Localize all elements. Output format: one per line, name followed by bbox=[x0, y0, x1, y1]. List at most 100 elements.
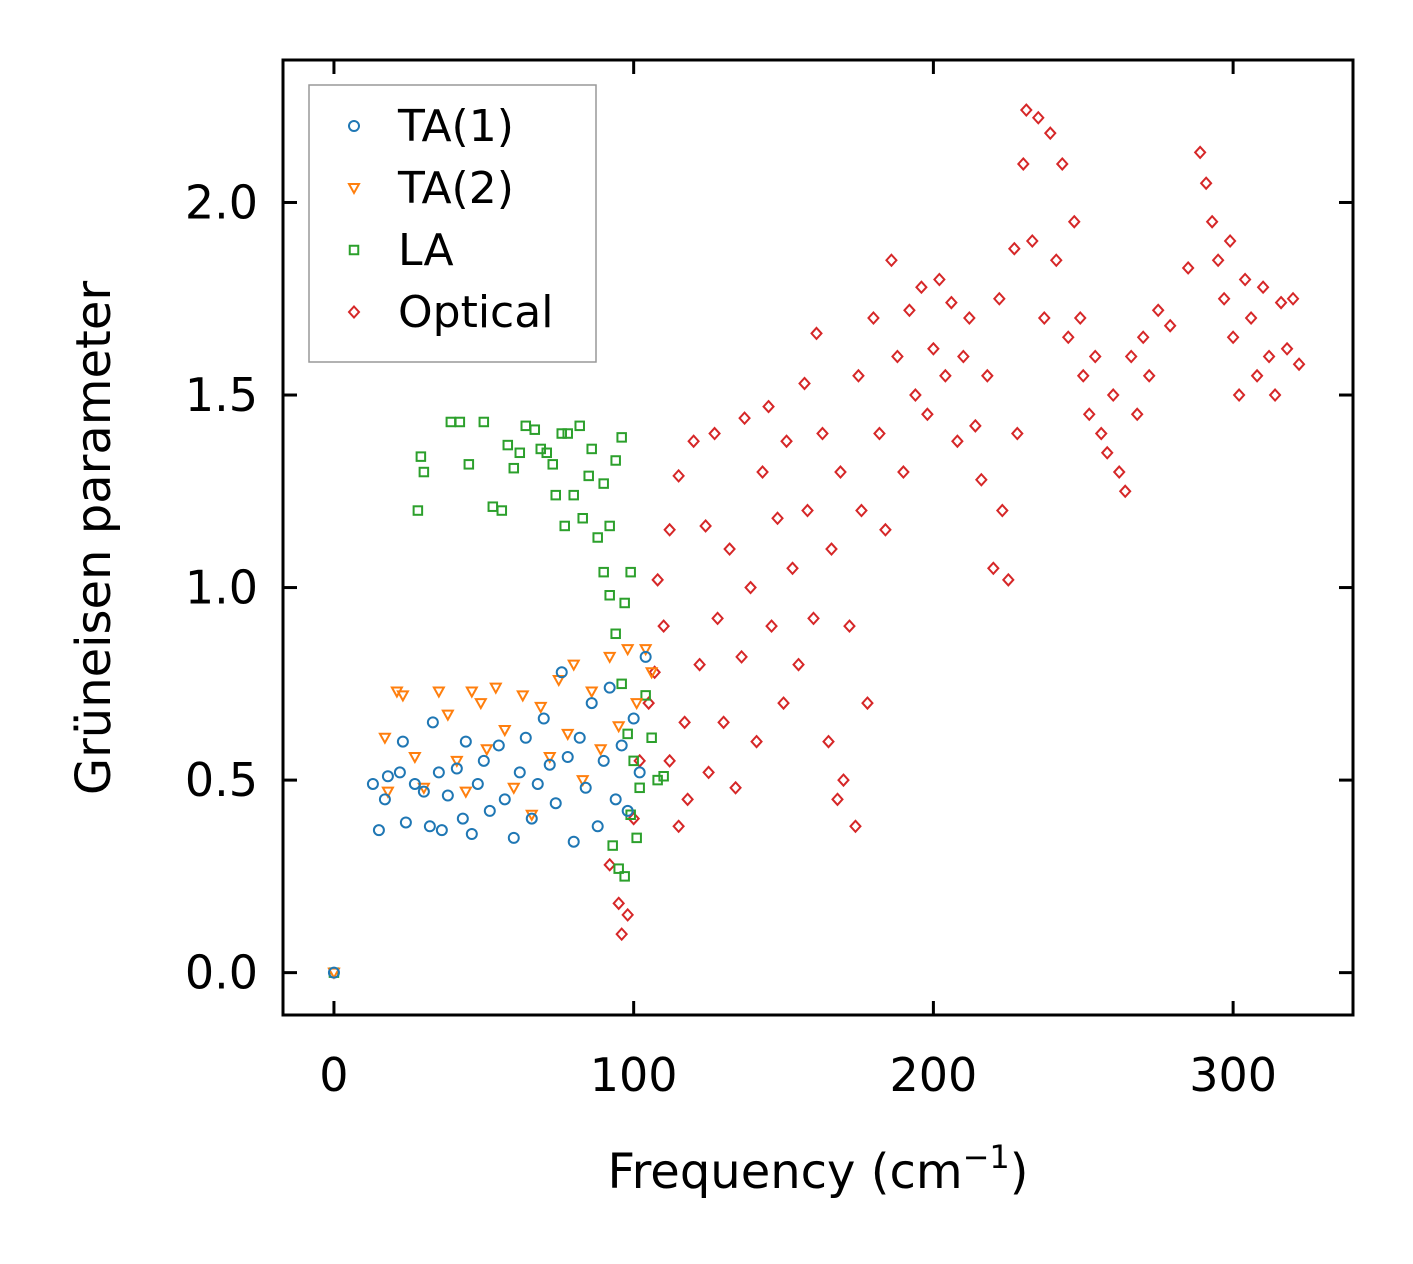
data-point bbox=[1232, 388, 1246, 403]
data-point bbox=[585, 697, 598, 710]
data-point bbox=[642, 696, 656, 711]
data-point bbox=[801, 503, 814, 518]
data-point bbox=[777, 696, 790, 711]
data-point bbox=[723, 542, 736, 557]
data-point bbox=[951, 434, 964, 449]
legend: TA(1) TA(2) LA Optical bbox=[308, 84, 597, 363]
data-point bbox=[1280, 341, 1294, 356]
data-point bbox=[450, 755, 464, 768]
data-point bbox=[607, 840, 618, 851]
data-point bbox=[711, 611, 724, 626]
data-point bbox=[619, 597, 630, 609]
data-point bbox=[577, 512, 588, 524]
data-point bbox=[567, 835, 580, 848]
data-point bbox=[463, 459, 475, 470]
data-point bbox=[702, 765, 715, 780]
y-tick-label: 1.0 bbox=[185, 561, 258, 615]
data-point bbox=[629, 698, 644, 711]
data-point bbox=[435, 824, 448, 837]
data-point bbox=[602, 651, 617, 664]
data-point bbox=[487, 501, 499, 512]
data-point bbox=[729, 780, 742, 795]
data-point bbox=[620, 644, 635, 657]
data-point bbox=[514, 447, 526, 459]
data-point bbox=[492, 739, 505, 752]
legend-label: LA bbox=[398, 225, 454, 276]
data-point bbox=[621, 907, 635, 922]
data-point bbox=[786, 561, 799, 576]
data-point bbox=[1217, 291, 1231, 306]
data-point bbox=[426, 716, 439, 729]
legend-marker bbox=[348, 120, 360, 132]
data-point bbox=[579, 781, 592, 794]
legend-marker bbox=[348, 244, 360, 256]
data-point bbox=[1292, 357, 1306, 372]
data-point bbox=[498, 793, 511, 806]
data-point bbox=[1049, 253, 1063, 268]
data-point bbox=[995, 503, 1009, 518]
data-point bbox=[432, 686, 446, 699]
series-ta-1- bbox=[327, 650, 652, 979]
data-point bbox=[1088, 349, 1102, 364]
data-point bbox=[627, 712, 640, 725]
data-point bbox=[1073, 311, 1087, 325]
data-point bbox=[657, 619, 670, 634]
data-point bbox=[417, 785, 430, 798]
data-point bbox=[556, 428, 567, 439]
legend-marker bbox=[347, 305, 361, 319]
data-point bbox=[756, 465, 769, 480]
data-point bbox=[604, 590, 615, 601]
data-point bbox=[609, 793, 622, 806]
data-point bbox=[583, 470, 594, 482]
data-point bbox=[644, 667, 659, 680]
data-point bbox=[633, 753, 647, 768]
data-point bbox=[1226, 330, 1240, 345]
data-point bbox=[478, 416, 490, 428]
data-point bbox=[628, 755, 639, 767]
data-point bbox=[648, 665, 662, 680]
data-point bbox=[477, 754, 490, 767]
data-point bbox=[921, 407, 934, 422]
data-point bbox=[933, 272, 946, 287]
data-point bbox=[1007, 241, 1021, 256]
data-point bbox=[604, 520, 615, 532]
data-point bbox=[816, 426, 829, 441]
data-point bbox=[585, 686, 599, 699]
y-tick-label: 2.0 bbox=[185, 175, 258, 229]
data-point bbox=[612, 896, 626, 911]
data-point bbox=[1238, 272, 1252, 287]
data-point bbox=[627, 811, 641, 826]
legend-entry: LA bbox=[348, 225, 454, 276]
data-point bbox=[489, 682, 503, 695]
data-point bbox=[1130, 407, 1144, 422]
data-point bbox=[543, 758, 556, 771]
data-point bbox=[393, 766, 406, 779]
data-point bbox=[399, 816, 412, 829]
data-point bbox=[603, 857, 617, 872]
data-point bbox=[611, 721, 626, 734]
data-point bbox=[519, 731, 532, 744]
data-point bbox=[634, 782, 645, 794]
data-point bbox=[1193, 145, 1207, 160]
data-point bbox=[615, 927, 629, 942]
data-point bbox=[1019, 103, 1033, 118]
data-point bbox=[432, 766, 445, 779]
data-point bbox=[633, 766, 646, 779]
data-point bbox=[762, 399, 775, 414]
data-point bbox=[550, 489, 561, 501]
series-ta-2- bbox=[327, 644, 659, 980]
data-point bbox=[915, 280, 928, 295]
data-point bbox=[640, 690, 651, 701]
data-point bbox=[507, 831, 520, 844]
y-tick-label: 0.0 bbox=[185, 946, 258, 1000]
data-point bbox=[613, 863, 624, 874]
data-point bbox=[1286, 291, 1300, 306]
data-point bbox=[1262, 349, 1276, 364]
data-point bbox=[1142, 368, 1156, 383]
data-point bbox=[867, 311, 880, 325]
data-point bbox=[396, 735, 409, 748]
data-point bbox=[415, 451, 427, 462]
data-point bbox=[1031, 110, 1045, 125]
data-point bbox=[717, 715, 730, 730]
